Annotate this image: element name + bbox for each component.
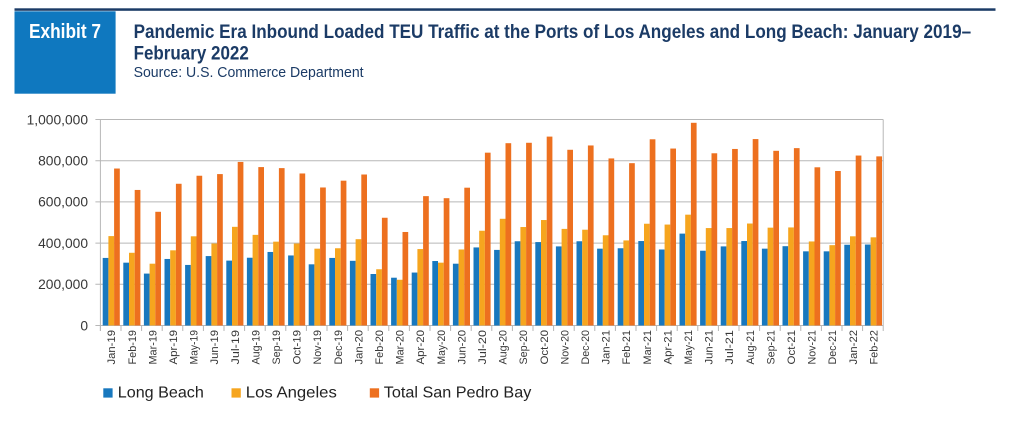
svg-text:Feb-20: Feb-20 [374, 330, 386, 365]
svg-text:May-20: May-20 [436, 330, 448, 365]
svg-text:Feb-22: Feb-22 [868, 330, 880, 365]
svg-text:Long Beach: Long Beach [118, 385, 204, 402]
svg-text:Jan-19: Jan-19 [106, 330, 118, 365]
svg-text:Apr-20: Apr-20 [415, 330, 427, 365]
svg-text:Mar-19: Mar-19 [147, 330, 159, 365]
svg-text:Apr-21: Apr-21 [662, 330, 674, 365]
svg-text:May-21: May-21 [683, 330, 695, 365]
svg-text:Feb-21: Feb-21 [621, 330, 633, 365]
svg-text:Jun-20: Jun-20 [456, 330, 468, 365]
svg-text:800,000: 800,000 [38, 154, 88, 169]
svg-text:Jan-22: Jan-22 [848, 330, 860, 365]
svg-text:200,000: 200,000 [38, 277, 88, 292]
svg-text:Sep-21: Sep-21 [765, 330, 777, 365]
svg-text:1,000,000: 1,000,000 [27, 112, 89, 127]
svg-text:February 2022: February 2022 [134, 44, 249, 65]
svg-text:Jul-20: Jul-20 [477, 330, 489, 365]
svg-text:Jul-19: Jul-19 [230, 330, 242, 365]
svg-text:Aug-20: Aug-20 [498, 330, 510, 364]
svg-text:Mar-21: Mar-21 [642, 330, 654, 365]
svg-text:Jul-21: Jul-21 [724, 330, 736, 365]
svg-text:Oct-21: Oct-21 [786, 330, 798, 365]
svg-text:May-19: May-19 [189, 330, 201, 365]
svg-text:Apr-19: Apr-19 [168, 330, 180, 365]
svg-text:Dec-19: Dec-19 [333, 330, 345, 365]
svg-text:Nov-19: Nov-19 [312, 330, 324, 365]
svg-text:0: 0 [80, 318, 88, 333]
svg-text:400,000: 400,000 [38, 236, 88, 251]
svg-text:Sep-20: Sep-20 [518, 330, 530, 365]
svg-text:Jun-19: Jun-19 [209, 330, 221, 365]
svg-text:Aug-19: Aug-19 [250, 330, 262, 365]
svg-text:Feb-19: Feb-19 [127, 330, 139, 365]
svg-text:Jan-20: Jan-20 [353, 330, 365, 365]
svg-text:Oct-19: Oct-19 [292, 330, 304, 365]
svg-text:Mar-20: Mar-20 [395, 330, 407, 365]
svg-text:Pandemic Era Inbound Loaded TE: Pandemic Era Inbound Loaded TEU Traffic … [134, 22, 972, 43]
svg-text:Aug-21: Aug-21 [745, 330, 757, 365]
svg-text:Exhibit 7: Exhibit 7 [29, 20, 101, 43]
svg-text:Los Angeles: Los Angeles [246, 385, 337, 402]
svg-text:Total San Pedro Bay: Total San Pedro Bay [384, 385, 532, 402]
svg-text:Nov-20: Nov-20 [559, 330, 571, 365]
svg-text:Source: U.S. Commerce Departme: Source: U.S. Commerce Department [134, 65, 364, 81]
svg-text:Jan-21: Jan-21 [601, 330, 613, 365]
svg-text:Dec-20: Dec-20 [580, 330, 592, 365]
svg-text:Dec-21: Dec-21 [827, 330, 839, 365]
svg-text:Nov-21: Nov-21 [807, 330, 819, 365]
svg-text:Oct-20: Oct-20 [539, 330, 551, 365]
svg-text:Jun-21: Jun-21 [704, 330, 716, 365]
svg-text:600,000: 600,000 [38, 195, 88, 210]
svg-text:Sep-19: Sep-19 [271, 330, 283, 365]
